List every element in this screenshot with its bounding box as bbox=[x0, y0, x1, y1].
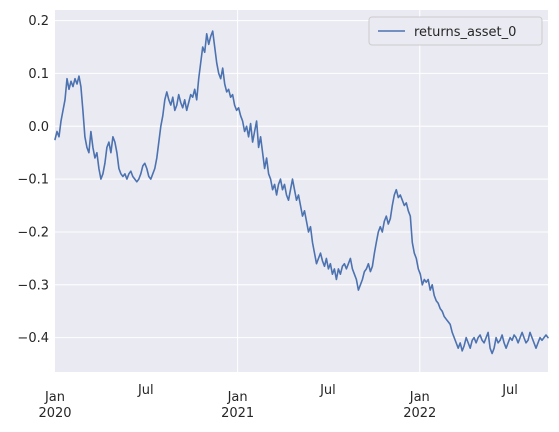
y-tick-label: −0.2 bbox=[17, 225, 49, 240]
legend-label-returns-asset-0: returns_asset_0 bbox=[414, 25, 516, 40]
legend-box bbox=[368, 16, 543, 46]
x-tick-label: Jul bbox=[319, 383, 336, 398]
y-tick-label: −0.1 bbox=[17, 173, 49, 188]
x-tick-label: Jan bbox=[227, 390, 248, 405]
grid-lines bbox=[55, 10, 548, 372]
x-tick-year-label: 2021 bbox=[221, 406, 254, 421]
y-tick-label: 0.2 bbox=[28, 14, 49, 29]
series-line-returns-asset-0 bbox=[54, 30, 549, 355]
x-tick-label: Jan bbox=[44, 390, 65, 405]
y-axis: 0.2 0.1 0.0 −0.1 −0.2 −0.3 −0.4 bbox=[17, 14, 49, 346]
plot-background bbox=[55, 10, 548, 372]
y-tick-label: 0.1 bbox=[28, 67, 49, 82]
x-tick-label: Jan bbox=[409, 390, 430, 405]
x-tick-label: Jul bbox=[501, 383, 518, 398]
y-tick-label: −0.3 bbox=[17, 278, 49, 293]
legend: returns_asset_0 bbox=[368, 16, 543, 46]
y-tick-label: 0.0 bbox=[28, 120, 49, 135]
series-layer bbox=[54, 30, 549, 355]
x-tick-year-label: 2020 bbox=[38, 406, 71, 421]
y-tick-label: −0.4 bbox=[17, 331, 49, 346]
x-tick-year-label: 2022 bbox=[403, 406, 436, 421]
x-tick-label: Jul bbox=[137, 383, 154, 398]
